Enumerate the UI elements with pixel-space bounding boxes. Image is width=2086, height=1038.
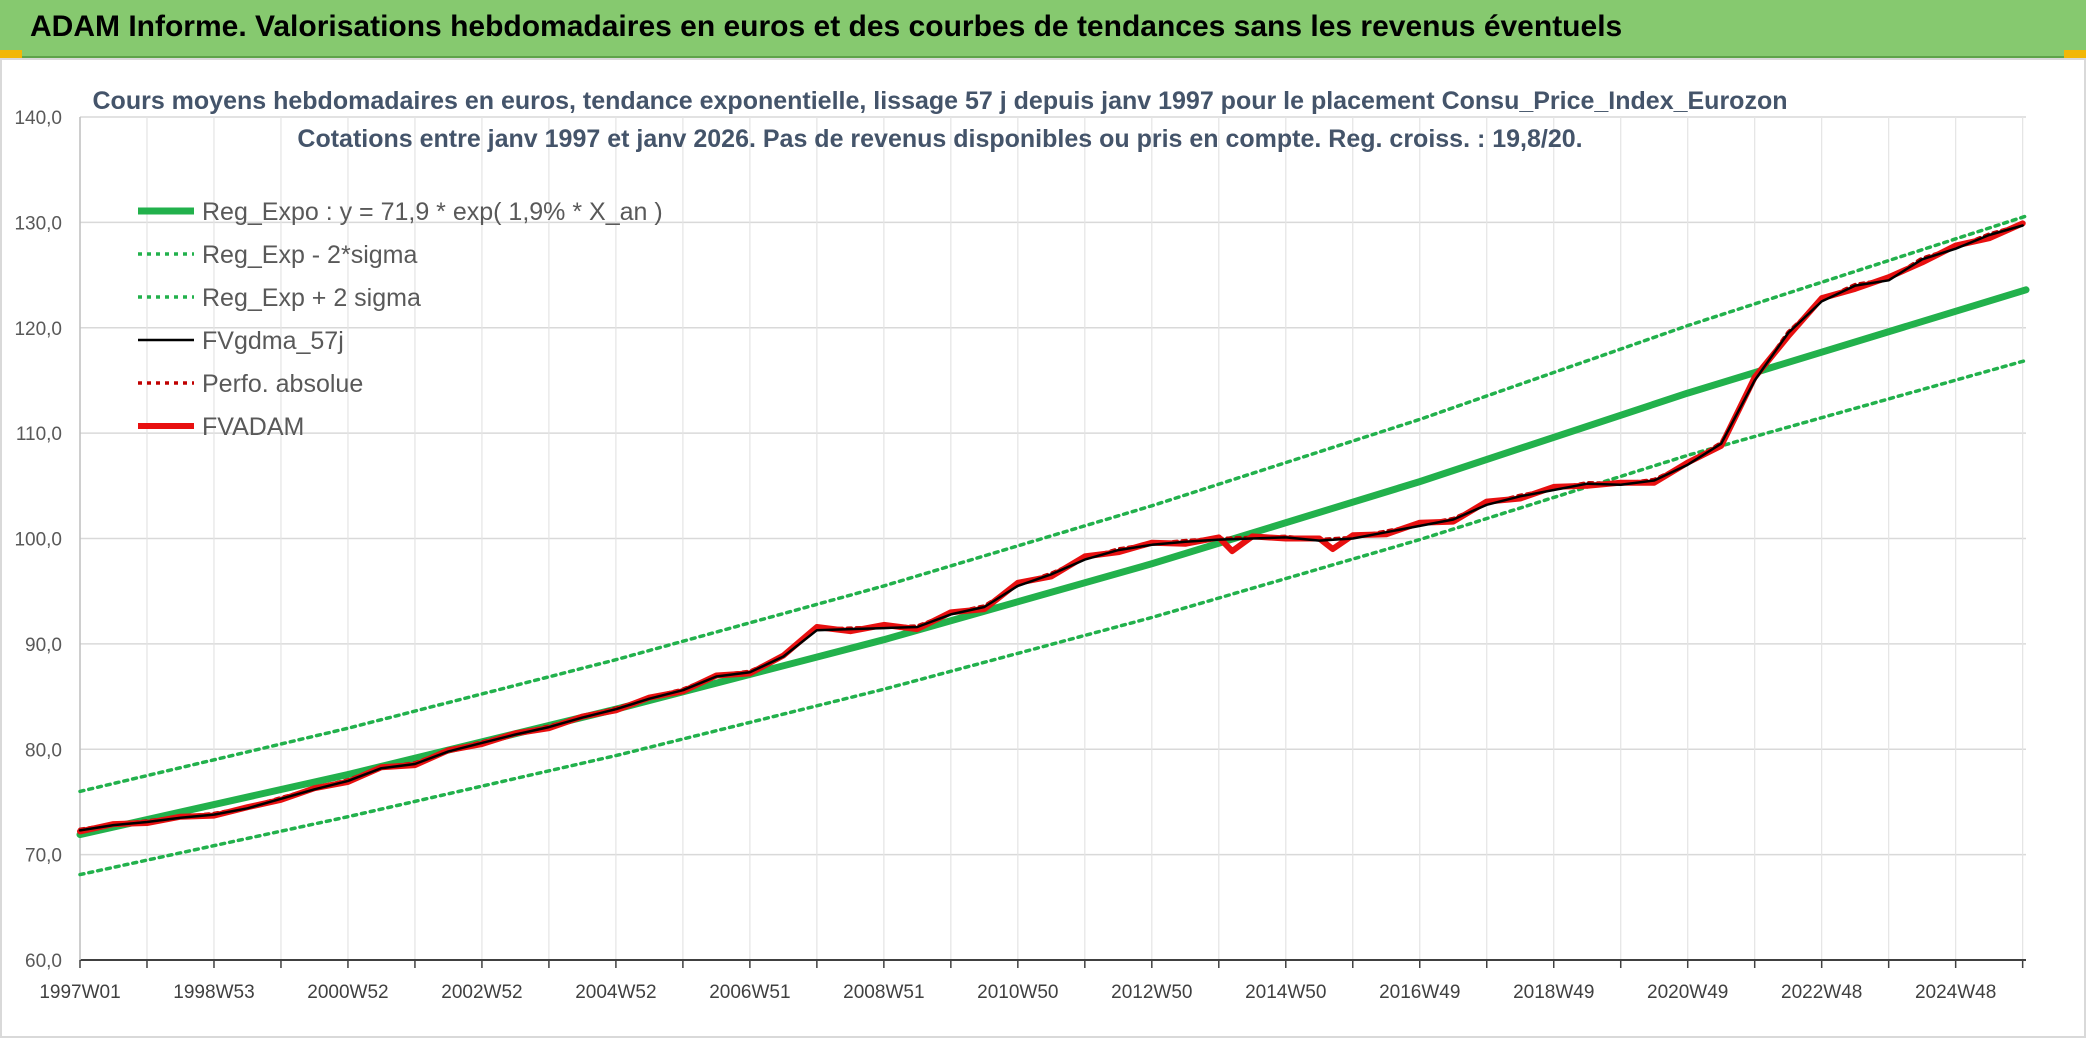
y-tick-label: 100,0 xyxy=(14,530,62,551)
legend-swatch xyxy=(138,207,194,215)
legend-swatch xyxy=(138,338,194,342)
legend-label: Reg_Exp - 2*sigma xyxy=(202,241,418,269)
x-tick-label: 2020W49 xyxy=(1647,982,1728,1003)
y-tick-label: 130,0 xyxy=(14,213,62,234)
corner-marker-left xyxy=(0,50,22,58)
x-tick-label: 1998W53 xyxy=(173,982,254,1003)
legend-label: FVADAM xyxy=(202,413,305,441)
y-tick-label: 80,0 xyxy=(25,740,62,761)
chart-title-block: Cours moyens hebdomadaires en euros, ten… xyxy=(0,82,1880,158)
x-tick-label: 2024W48 xyxy=(1915,982,1996,1003)
x-tick-label: 2018W49 xyxy=(1513,982,1594,1003)
legend-label: Perfo. absolue xyxy=(202,370,364,398)
legend-swatch xyxy=(138,423,194,429)
banner: ADAM Informe. Valorisations hebdomadaire… xyxy=(0,0,2086,58)
y-tick-label: 70,0 xyxy=(25,846,62,867)
y-tick-label: 120,0 xyxy=(14,319,62,340)
legend-swatch xyxy=(138,381,194,385)
x-tick-label: 1997W01 xyxy=(39,982,120,1003)
legend-label: Reg_Expo : y = 71,9 * exp( 1,9% * X_an ) xyxy=(202,198,663,226)
series-line-2 xyxy=(78,214,2028,794)
x-tick-label: 2004W52 xyxy=(575,982,656,1003)
x-tick-label: 2022W48 xyxy=(1781,982,1862,1003)
legend-label: Reg_Exp + 2 sigma xyxy=(202,284,421,312)
x-tick-label: 2016W49 xyxy=(1379,982,1460,1003)
series-layer xyxy=(76,214,2030,877)
x-tick-label: 2012W50 xyxy=(1111,982,1192,1003)
x-tick-label: 2010W50 xyxy=(977,982,1058,1003)
chart-subtitle: Cotations entre janv 1997 et janv 2026. … xyxy=(297,125,1583,153)
series-line-3 xyxy=(78,224,2024,832)
series-line-1 xyxy=(78,358,2028,877)
y-tick-label: 60,0 xyxy=(25,951,62,972)
y-tick-label: 90,0 xyxy=(25,635,62,656)
y-tick-label: 140,0 xyxy=(14,108,62,129)
x-tick-label: 2014W50 xyxy=(1245,982,1326,1003)
banner-title: ADAM Informe. Valorisations hebdomadaire… xyxy=(30,10,1623,43)
y-tick-label: 110,0 xyxy=(16,424,62,445)
x-tick-label: 2008W51 xyxy=(843,982,924,1003)
chart-title: Cours moyens hebdomadaires en euros, ten… xyxy=(92,87,1788,115)
x-tick-label: 2000W52 xyxy=(307,982,388,1003)
axis-layer: 60,0 70,0 80,0 90,0 100,0 110,0 120,0 130,0 140,… xyxy=(14,108,2026,1003)
legend-label: FVgdma_57j xyxy=(202,327,344,355)
legend-swatch xyxy=(138,252,194,256)
series-line-4 xyxy=(78,222,2025,832)
series-line-5 xyxy=(77,220,2026,835)
x-tick-label: 2006W51 xyxy=(709,982,790,1003)
x-tick-label: 2002W52 xyxy=(441,982,522,1003)
legend-swatch xyxy=(138,295,194,299)
series-line-0 xyxy=(76,286,2030,839)
corner-marker-right xyxy=(2064,50,2086,58)
